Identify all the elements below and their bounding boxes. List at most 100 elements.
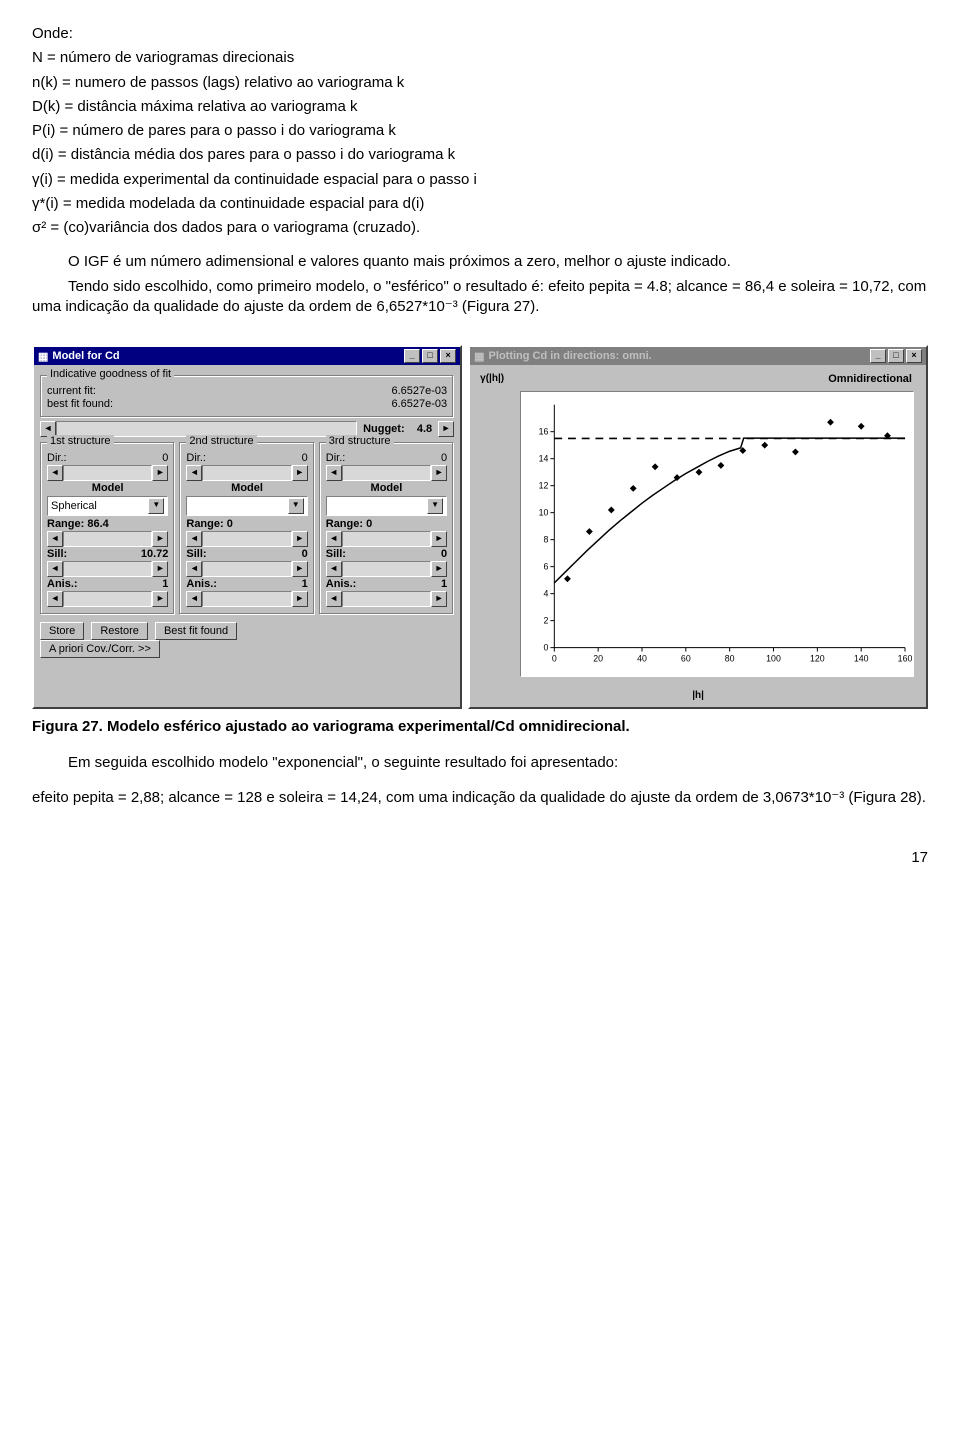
svg-text:6: 6: [544, 562, 549, 572]
minimize-button[interactable]: _: [870, 349, 886, 363]
paragraph-result: Tendo sido escolhido, como primeiro mode…: [32, 277, 928, 318]
sill-scrollbar[interactable]: ◄►: [47, 562, 168, 576]
dir-scrollbar[interactable]: ◄►: [186, 466, 307, 480]
current-fit-value: 6.6527e-03: [391, 385, 447, 397]
range-label: Range: 86.4: [47, 518, 109, 530]
best-fit-value: 6.6527e-03: [391, 398, 447, 410]
anis-value: 1: [162, 578, 168, 590]
plot-window: ▦ Plotting Cd in directions: omni. _ □ ×…: [468, 345, 928, 709]
def-line: γ*(i) = medida modelada da continuidade …: [32, 194, 928, 214]
model-dropdown[interactable]: Spherical ▼: [47, 496, 168, 516]
paragraph-exp-values: efeito pepita = 2,88; alcance = 128 e so…: [32, 788, 928, 808]
close-button[interactable]: ×: [906, 349, 922, 363]
sill-value: 0: [441, 548, 447, 560]
structure-3: 3rd structureDir.:0◄►Model▼Range: 0◄►Sil…: [319, 442, 454, 615]
svg-text:12: 12: [539, 481, 549, 491]
svg-text:120: 120: [810, 653, 825, 663]
dir-scrollbar[interactable]: ◄►: [326, 466, 447, 480]
range-scrollbar[interactable]: ◄►: [47, 532, 168, 546]
paragraph-exp: Em seguida escolhido modelo "exponencial…: [32, 753, 928, 773]
best-fit-label: best fit found:: [47, 398, 113, 410]
svg-text:40: 40: [637, 653, 647, 663]
model-dropdown[interactable]: ▼: [186, 496, 307, 516]
range-scrollbar[interactable]: ◄►: [326, 532, 447, 546]
best-fit-button[interactable]: Best fit found: [155, 622, 237, 640]
plot-area: 0204060801001201401600246810121416: [520, 391, 914, 677]
range-scrollbar[interactable]: ◄►: [186, 532, 307, 546]
maximize-button[interactable]: □: [422, 349, 438, 363]
window-icon: ▦: [474, 350, 484, 363]
anis-scrollbar[interactable]: ◄►: [47, 592, 168, 606]
window-icon: ▦: [38, 350, 48, 363]
figure-27: ▦ Model for Cd _ □ × Indicative goodness…: [32, 345, 928, 709]
def-line: D(k) = distância máxima relativa ao vari…: [32, 97, 928, 117]
current-fit-label: current fit:: [47, 385, 96, 397]
anis-label: Anis.:: [186, 578, 217, 590]
maximize-button[interactable]: □: [888, 349, 904, 363]
model-title: Model for Cd: [52, 350, 119, 362]
def-line: d(i) = distância média dos pares para o …: [32, 145, 928, 165]
structure-legend: 3rd structure: [326, 435, 394, 447]
dir-scrollbar[interactable]: ◄►: [47, 466, 168, 480]
chevron-down-icon: ▼: [288, 498, 304, 514]
restore-button[interactable]: Restore: [91, 622, 148, 640]
chevron-down-icon: ▼: [148, 498, 164, 514]
nugget-scrollbar[interactable]: ◄ Nugget: 4.8 ►: [40, 422, 454, 436]
model-label: Model: [326, 482, 447, 494]
goodness-group: Indicative goodness of fit current fit: …: [40, 375, 454, 418]
range-label: Range: 0: [186, 518, 232, 530]
dir-label: Dir.:: [47, 452, 67, 464]
model-value: Spherical: [51, 500, 97, 512]
plot-ylabel: γ(|h|): [480, 373, 504, 384]
chevron-down-icon: ▼: [427, 498, 443, 514]
dir-value: 0: [162, 452, 168, 464]
svg-text:4: 4: [544, 589, 549, 599]
plot-legend: Omnidirectional: [828, 373, 912, 385]
def-line: P(i) = número de pares para o passo i do…: [32, 121, 928, 141]
sill-value: 10.72: [141, 548, 169, 560]
store-button[interactable]: Store: [40, 622, 84, 640]
structure-2: 2nd structureDir.:0◄►Model▼Range: 0◄►Sil…: [179, 442, 314, 615]
dir-label: Dir.:: [326, 452, 346, 464]
model-dropdown[interactable]: ▼: [326, 496, 447, 516]
svg-text:140: 140: [854, 653, 869, 663]
svg-text:20: 20: [593, 653, 603, 663]
apriori-button[interactable]: A priori Cov./Corr. >>: [40, 640, 160, 658]
svg-text:16: 16: [539, 427, 549, 437]
sill-scrollbar[interactable]: ◄►: [326, 562, 447, 576]
sill-label: Sill:: [186, 548, 206, 560]
anis-scrollbar[interactable]: ◄►: [326, 592, 447, 606]
sill-label: Sill:: [326, 548, 346, 560]
anis-value: 1: [302, 578, 308, 590]
structure-legend: 2nd structure: [186, 435, 256, 447]
dir-label: Dir.:: [186, 452, 206, 464]
nugget-value: 4.8: [417, 423, 432, 435]
figure-caption: Figura 27. Modelo esférico ajustado ao v…: [32, 717, 928, 737]
svg-text:80: 80: [725, 653, 735, 663]
def-line: n(k) = numero de passos (lags) relativo …: [32, 73, 928, 93]
svg-text:10: 10: [539, 508, 549, 518]
plot-xlabel: |h|: [692, 690, 704, 701]
scroll-right-icon[interactable]: ►: [438, 421, 454, 437]
dir-value: 0: [441, 452, 447, 464]
sill-scrollbar[interactable]: ◄►: [186, 562, 307, 576]
anis-label: Anis.:: [326, 578, 357, 590]
anis-scrollbar[interactable]: ◄►: [186, 592, 307, 606]
model-titlebar[interactable]: ▦ Model for Cd _ □ ×: [34, 347, 460, 365]
svg-text:0: 0: [544, 643, 549, 653]
sill-value: 0: [302, 548, 308, 560]
anis-value: 1: [441, 578, 447, 590]
dir-value: 0: [302, 452, 308, 464]
variogram-chart: 0204060801001201401600246810121416: [521, 392, 913, 676]
svg-text:100: 100: [766, 653, 781, 663]
minimize-button[interactable]: _: [404, 349, 420, 363]
onde-heading: Onde:: [32, 24, 928, 44]
range-label: Range: 0: [326, 518, 372, 530]
def-line: N = número de variogramas direcionais: [32, 48, 928, 68]
close-button[interactable]: ×: [440, 349, 456, 363]
plot-titlebar[interactable]: ▦ Plotting Cd in directions: omni. _ □ ×: [470, 347, 926, 365]
svg-text:14: 14: [539, 454, 549, 464]
plot-title: Plotting Cd in directions: omni.: [489, 350, 652, 362]
structure-legend: 1st structure: [47, 435, 114, 447]
page-number: 17: [32, 848, 928, 868]
